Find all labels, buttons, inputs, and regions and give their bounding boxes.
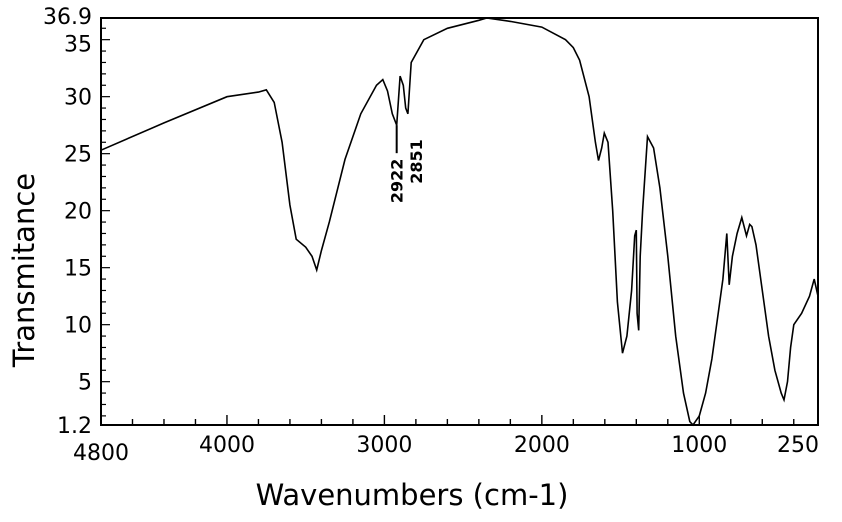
x-tick-label: 3000 — [356, 433, 412, 458]
annotation-label: 2851 — [407, 139, 426, 184]
y-tick-label: 5 — [78, 371, 92, 396]
annotation-label: 2922 — [388, 159, 407, 204]
y-tick-label: 35 — [64, 33, 92, 58]
y-tick-label: 10 — [64, 314, 92, 339]
x-tick-label: 2000 — [514, 433, 570, 458]
x-tick-label: 4000 — [199, 433, 255, 458]
y-tick-label: 20 — [64, 200, 92, 225]
x-tick-label: 4800 — [73, 441, 129, 466]
plot-frame — [100, 17, 819, 426]
spectrum-line — [100, 17, 819, 427]
x-tick-label: 1000 — [671, 433, 727, 458]
y-tick-label: 30 — [64, 86, 92, 111]
y-tick-label: 15 — [64, 257, 92, 282]
y-tick-label: 25 — [64, 143, 92, 168]
x-tick-label: 250 — [777, 433, 819, 458]
y-tick-label: 36.9 — [43, 5, 92, 30]
y-axis-label: Transmitance — [7, 173, 41, 368]
y-tick-label: 1.2 — [57, 414, 92, 439]
x-axis-label: Wavenumbers (cm-1) — [256, 478, 569, 512]
